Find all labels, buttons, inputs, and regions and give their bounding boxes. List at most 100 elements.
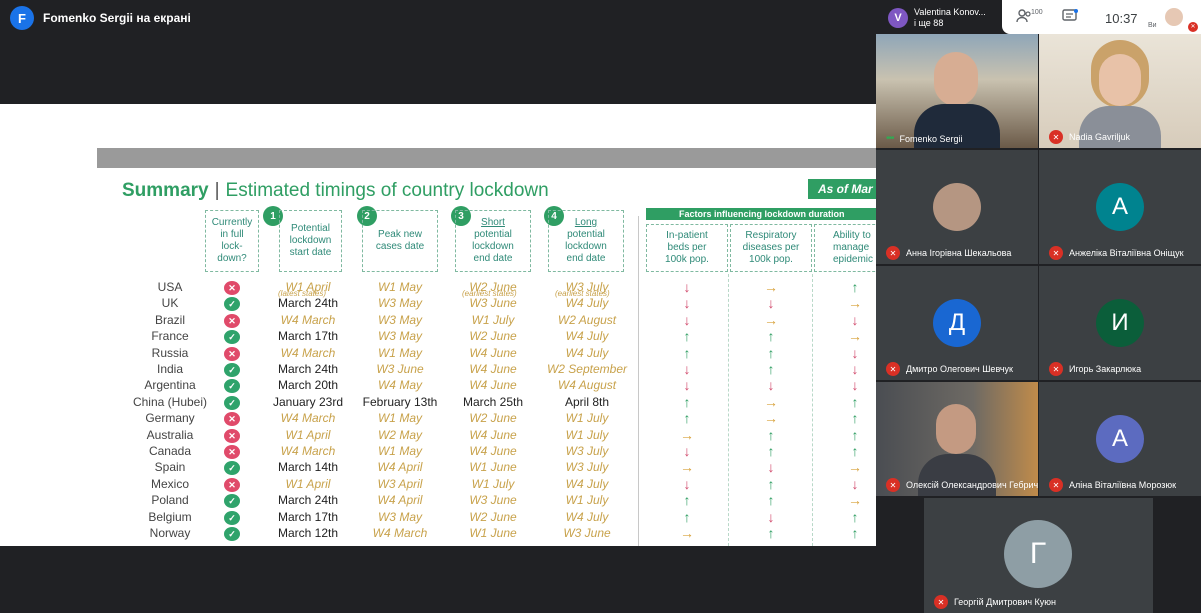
country-name: Poland bbox=[151, 493, 189, 508]
long-end-date: W2 August bbox=[557, 312, 617, 327]
country-name: Mexico bbox=[150, 476, 189, 491]
people-icon[interactable] bbox=[1016, 9, 1032, 26]
arrow-up-icon: ↑ bbox=[851, 279, 859, 295]
peak-date: W1 May bbox=[377, 345, 422, 360]
long-end-date: W3 July bbox=[565, 444, 609, 458]
participant-name: ✕ Георгій Дмитрович Куюн bbox=[934, 595, 1056, 609]
short-end-date: W4 June bbox=[469, 444, 517, 458]
participant-tile-dmytro[interactable]: Д ✕ Дмитро Олегович Шевчук bbox=[876, 266, 1038, 380]
participant-tile-oleksii[interactable]: ✕ Олексій Олександрович Гебрич bbox=[876, 382, 1038, 496]
peak-date: W3 May bbox=[377, 329, 422, 344]
mic-off-icon: ✕ bbox=[1049, 478, 1063, 492]
long-end-date: W1 July bbox=[565, 411, 609, 426]
peak-date: W4 March bbox=[372, 526, 428, 540]
peak-date: W2 May bbox=[377, 427, 422, 442]
presenter-avatar: F bbox=[10, 6, 34, 30]
long-end-date: W3 June bbox=[563, 526, 611, 540]
start-date: March 12th bbox=[277, 526, 339, 540]
arrow-right-icon: → bbox=[764, 410, 778, 427]
cross-icon: ✕ bbox=[224, 346, 240, 361]
badge-3: 3 bbox=[451, 206, 471, 226]
arrow-right-icon: → bbox=[764, 393, 778, 410]
participant-tile-alina[interactable]: А ✕ Аліна Віталіївна Морозюк bbox=[1039, 382, 1201, 496]
arrow-down-icon: ↓ bbox=[683, 311, 691, 328]
country-name: Australia bbox=[146, 427, 194, 442]
header-short-top: Short bbox=[481, 217, 505, 228]
header-short-end-date: Short potential lockdown end date bbox=[455, 210, 531, 272]
header-currently-in-lockdown: Currently in full lock-down? bbox=[205, 210, 259, 272]
header-peak-date: Peak new cases date bbox=[362, 210, 438, 272]
long-end-date: W1 July bbox=[565, 427, 609, 442]
arrow-right-icon: → bbox=[680, 459, 694, 476]
avatar: А bbox=[1096, 415, 1144, 463]
short-end-date: W2 June bbox=[469, 509, 517, 524]
peak-date: W4 April bbox=[377, 460, 423, 475]
start-date: March 24th bbox=[277, 296, 339, 311]
check-icon: ✓ bbox=[224, 379, 240, 394]
long-end-date: W4 July bbox=[565, 345, 609, 360]
peak-date: W3 May bbox=[377, 509, 422, 524]
participants-summary[interactable]: V Valentina Konov... і ще 88 bbox=[882, 5, 1000, 31]
country-name: UK bbox=[161, 296, 179, 311]
cross-icon: ✕ bbox=[224, 477, 240, 492]
participant-tile-heorhii[interactable]: Г ✕ Георгій Дмитрович Куюн bbox=[924, 498, 1153, 613]
table-row: Belgium ✓ March 17th W3 May W2 June W4 July ↑ ↓… bbox=[120, 509, 876, 526]
arrow-down-icon: ↓ bbox=[683, 443, 691, 459]
participant-name: ✕ Анжеліка Віталіївна Оніщук bbox=[1049, 246, 1184, 260]
short-end-date: W4 June bbox=[469, 378, 517, 393]
shared-screen: Summary | Estimated timings of country loc… bbox=[0, 104, 876, 546]
arrow-down-icon: ↓ bbox=[683, 475, 691, 492]
self-mic-off-icon: ✕ bbox=[1188, 22, 1198, 32]
country-name: USA bbox=[157, 280, 183, 294]
chat-icon[interactable] bbox=[1062, 9, 1078, 26]
table-row: UK ✓ March 24th W3 May W3 June W4 July ↓ ↓ → bbox=[120, 295, 876, 312]
slide-title-rest: Estimated timings of country lockdown bbox=[225, 180, 549, 201]
divider-line bbox=[638, 216, 639, 546]
start-date: W4 March bbox=[280, 345, 336, 360]
cross-icon: ✕ bbox=[224, 445, 240, 459]
note-latest-states: (latest states) bbox=[278, 289, 327, 298]
header-manage-epidemic-label: Ability to manage epidemic bbox=[833, 230, 874, 265]
participant-tile-anzhelika[interactable]: А ✕ Анжеліка Віталіївна Оніщук bbox=[1039, 150, 1201, 264]
check-icon: ✓ bbox=[224, 297, 240, 312]
mic-off-icon: ✕ bbox=[886, 478, 900, 492]
long-end-date: W2 September bbox=[546, 362, 628, 376]
mic-off-icon: ✕ bbox=[886, 246, 900, 260]
table-row: Spain ✓ March 14th W4 April W1 June W3 July → ↓… bbox=[120, 459, 876, 476]
start-date: W4 March bbox=[280, 312, 336, 327]
country-name: Brazil bbox=[154, 312, 185, 327]
table-row: Germany ✕ W4 March W1 May W2 June W1 July ↑ → ↑ bbox=[120, 410, 876, 427]
arrow-down-icon: ↓ bbox=[767, 459, 775, 476]
slide-title-bold: Summary bbox=[122, 180, 209, 201]
table-row: USA ✕ W1 April W1 May W2 June W3 July ↓ → ↑ bbox=[120, 279, 876, 296]
participant-tile-anna[interactable]: ✕ Анна Ігорівна Шекальова bbox=[876, 150, 1038, 264]
peak-date: February 13th bbox=[362, 394, 438, 409]
arrow-down-icon: ↓ bbox=[851, 475, 859, 492]
participant-tile-fomenko[interactable]: ••• Fomenko Sergii bbox=[876, 34, 1038, 148]
header-start-date-label: Potential lockdown start date bbox=[289, 223, 332, 258]
header-manage-epidemic: Ability to manage epidemic bbox=[814, 224, 876, 272]
header-respiratory: Respiratory diseases per 100k pop. bbox=[730, 224, 812, 272]
check-icon: ✓ bbox=[224, 527, 240, 541]
header-beds: In-patient beds per 100k pop. bbox=[646, 224, 728, 272]
peak-date: W3 June bbox=[376, 362, 424, 376]
start-date: W1 April bbox=[285, 476, 331, 491]
participant-name: ••• Fomenko Sergii bbox=[886, 133, 963, 144]
cross-icon: ✕ bbox=[224, 412, 240, 427]
country-name: France bbox=[151, 329, 189, 344]
self-avatar[interactable] bbox=[1165, 8, 1183, 26]
participant-tile-nadia[interactable]: ✕ Nadia Gavriljuk bbox=[1039, 34, 1201, 148]
long-end-date: W3 July bbox=[565, 280, 609, 294]
participant-name: ✕ Игорь Закарлюка bbox=[1049, 362, 1141, 376]
participant-names-line2: і ще 88 bbox=[914, 18, 944, 28]
participant-name-label: Аліна Віталіївна Морозюк bbox=[1069, 480, 1177, 490]
header-long-end-label: potential lockdown end date bbox=[565, 229, 607, 264]
arrow-down-icon: ↓ bbox=[851, 311, 859, 328]
peak-date: W3 May bbox=[377, 312, 422, 327]
short-end-date: W2 June bbox=[469, 280, 517, 294]
participant-tile-igor[interactable]: И ✕ Игорь Закарлюка bbox=[1039, 266, 1201, 380]
cross-icon: ✕ bbox=[224, 281, 240, 295]
table-row: Norway ✓ March 12th W4 March W1 June W3 June →… bbox=[120, 525, 876, 542]
long-end-date: W4 August bbox=[557, 378, 617, 393]
arrow-up-icon: ↑ bbox=[851, 393, 859, 410]
